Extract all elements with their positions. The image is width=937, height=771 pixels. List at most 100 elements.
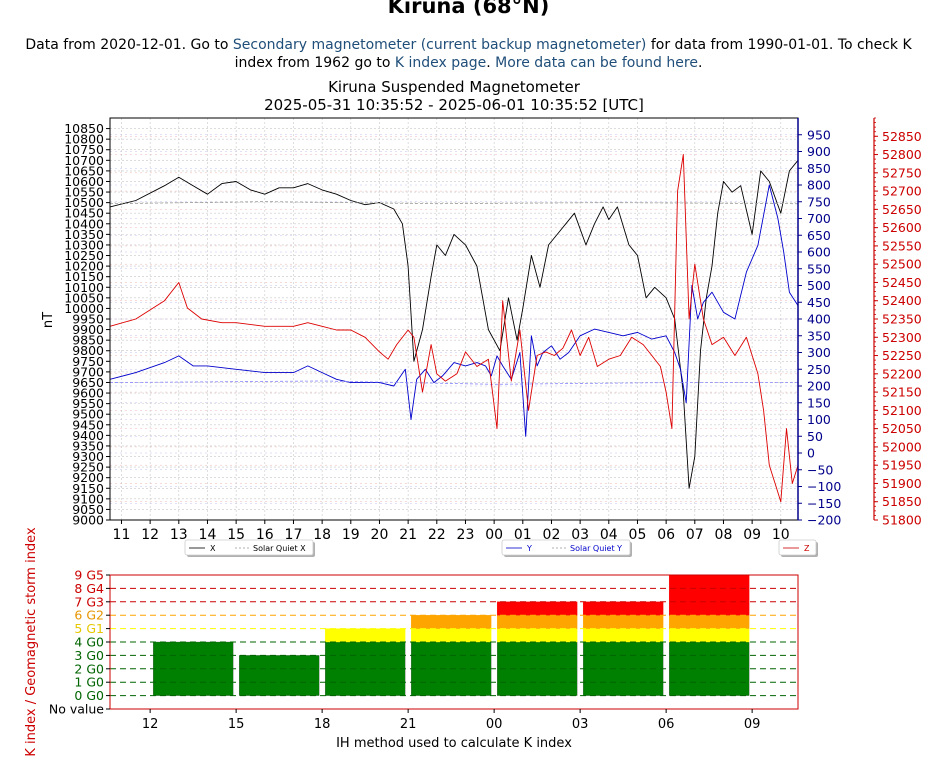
y-left-tick-label: 9700 [72,364,104,379]
y-left-tick-label: 10750 [64,142,104,157]
k-x-tick-label: 03 [572,717,589,732]
y-left-tick-label: 9650 [72,375,104,390]
y-right2-tick-label: 52750 [882,165,922,180]
y-left-tick-label: 9050 [72,502,104,517]
y-right2-tick-label: 52650 [882,202,922,217]
intro-text-4: . [697,55,703,71]
y-left-tick-label: 9850 [72,333,104,348]
x-tick-label: 20 [371,527,389,543]
k-bar-segment [668,615,750,629]
intro-text-1: Data from 2020-12-01. Go to [25,37,233,53]
k-bar [496,601,578,696]
k-y-tick-label: 8 G4 [74,581,104,596]
x-tick-label: 21 [399,527,417,543]
x-tick-label: 18 [313,527,331,543]
y-right2-tick-label: 52350 [882,312,922,327]
y-left-tick-label: 9950 [72,312,104,327]
series-z [109,154,799,503]
y-left-tick-label: 10000 [64,301,104,316]
x-tick-label: 16 [256,527,274,543]
y-left-tick-label: 10850 [64,121,104,136]
y-left-tick-label: 10450 [64,206,104,221]
y-left-tick-label: 10800 [64,132,104,147]
x-tick-label: 22 [428,527,446,543]
y-right1-tick-label: 500 [807,278,831,293]
k-x-tick-label: 00 [486,717,503,732]
k-x-tick-label: 15 [228,717,245,732]
y-left-tick-label: 9750 [72,354,104,369]
y-right1-tick-label: 400 [807,312,831,327]
y-right1-tick-label: −150 [807,496,841,511]
k-bar-segment [410,615,492,629]
y-left-tick-label: 10100 [64,280,104,295]
y-right1-tick-label: 250 [807,362,831,377]
k-bar [668,574,750,696]
x-tick-label: 15 [227,527,245,543]
k-y-tick-label: 4 G0 [74,635,104,650]
x-tick-label: 12 [141,527,159,543]
x-tick-label: 02 [543,527,561,543]
k-bar-segment [496,615,578,629]
y-right1-tick-label: −100 [807,479,841,494]
y-left-tick-label: 9600 [72,386,104,401]
series-solar-quiet-y [109,380,798,385]
legend-quiet-label: Solar Quiet X [253,544,306,553]
page-title: Kiruna (68°N) [387,0,550,18]
chart-title: Kiruna Suspended Magnetometer [328,78,581,96]
y-right2-tick-label: 52850 [882,129,922,144]
series-y [109,184,799,437]
y-right1-tick-label: −200 [807,513,841,528]
legend-box [501,539,631,556]
y-left-tick-label: 9550 [72,396,104,411]
y-left-tick-label: 10400 [64,216,104,231]
k-x-tick-label: 09 [744,717,761,732]
y-right2-tick-label: 51850 [882,494,922,509]
y-right2-tick-label: 51900 [882,476,922,491]
y-left-tick-label: 9300 [72,449,104,464]
k-bar-segment [238,655,320,696]
k-x-tick-label: 12 [142,717,159,732]
k-bar-segment [496,601,578,616]
legend-x: X Solar Quiet X [184,539,315,557]
secondary-magnetometer-link[interactable]: Secondary magnetometer (current backup m… [232,37,647,53]
legend-label: X [210,544,216,553]
x-tick-label: 01 [514,527,532,543]
k-y-tick-label: 7 G3 [74,594,104,609]
mag-series [109,154,799,503]
y-left-tick-label: 10550 [64,185,104,200]
k-bar [582,601,664,696]
y-right2-tick-label: 51950 [882,458,922,473]
y-right2-tick-label: 51800 [882,513,922,528]
more-data-link[interactable]: More data can be found here [495,55,698,71]
intro-text-2: for data from 1990-01-01. To check K ind… [234,37,912,71]
legend-z: Z [778,539,818,557]
y-right2-tick-label: 52050 [882,421,922,436]
legend-box [184,539,314,556]
x-tick-label: 07 [686,527,704,543]
y-right1-tick-label: 450 [807,295,831,310]
x-tick-label: 10 [772,527,790,543]
k-index-page-link[interactable]: K index page [394,55,487,71]
y-left-tick-label: 10200 [64,259,104,274]
y-left-tick-label: 9450 [72,417,104,432]
k-bar-segment [582,601,664,616]
k-x-tick-label: 06 [658,717,675,732]
y-left-tick-label: 9400 [72,428,104,443]
legend-y: Y Solar Quiet Y [501,539,632,557]
k-bar-segment [668,628,750,643]
intro-text: Data from 2020-12-01. Go to Secondary ma… [14,36,923,72]
x-tick-label: 05 [629,527,647,543]
y-right1-tick-label: 850 [807,161,831,176]
y-left-tick-label: 9350 [72,438,104,453]
k-y-tick-label: 1 G0 [74,675,104,690]
legend-label: Z [804,544,810,553]
k-bar-segment [410,628,492,643]
y-left-tick-label: 9000 [72,513,104,528]
y-right2-tick-label: 52150 [882,385,922,400]
y-right1-tick-label: 550 [807,261,831,276]
intro-text-3: . [486,55,496,71]
y-right1-tick-label: 650 [807,228,831,243]
y-right1-tick-label: 950 [807,127,831,142]
x-tick-label: 17 [285,527,303,543]
